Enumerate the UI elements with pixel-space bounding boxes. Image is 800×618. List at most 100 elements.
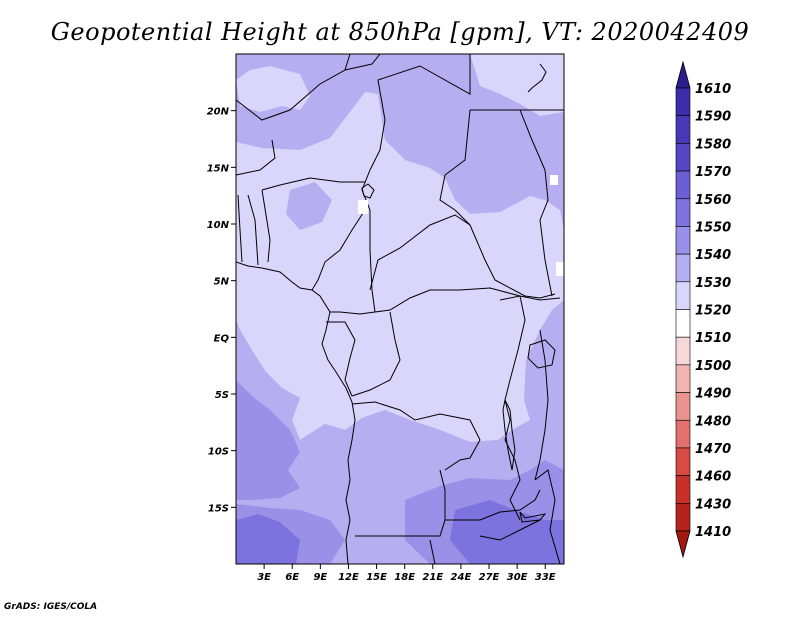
white-patch: [358, 200, 368, 214]
filled-contours: [236, 54, 564, 564]
lon-tick-label: 12E: [338, 572, 359, 583]
field-1530-west: [286, 182, 332, 230]
colorbar-label: 1500: [695, 359, 731, 374]
lon-tick-label: 24E: [451, 572, 472, 583]
colorbar-label: 1470: [695, 442, 731, 457]
colorbar-segment: [675, 447, 691, 476]
colorbar-top-triangle: [675, 60, 691, 89]
lat-tick-label: 20N: [207, 107, 230, 118]
colorbar-label: 1550: [695, 220, 731, 235]
border-togo: [247, 194, 259, 266]
chart-title: Geopotential Height at 850hPa [gpm], VT:…: [50, 18, 750, 46]
grads-credit: GrADS: IGES/COLA: [4, 602, 98, 612]
colorbar-label: 1520: [695, 304, 731, 319]
longitude-axis: 3E 6E 9E 12E 15E 18E 21E 24E 27E 30E 33E: [257, 564, 556, 583]
colorbar-segment: [675, 475, 691, 504]
field-1530-south: [236, 330, 540, 520]
field-1520-north-patch: [236, 66, 310, 112]
border-mali-burkina: [236, 139, 276, 176]
border-namibia-botswana: [429, 539, 436, 564]
border-south-sudan-uganda: [499, 295, 561, 301]
border-nigeria-cameroon: [311, 209, 366, 291]
lake-victoria: [527, 339, 556, 369]
plot-frame: [235, 53, 565, 565]
lake-malawi: [519, 511, 547, 523]
field-1540-south: [236, 380, 300, 500]
border-cameroon-car: [369, 210, 376, 313]
coast-red-sea: [527, 63, 547, 93]
lat-tick-label: 10N: [207, 220, 230, 231]
country-borders: [236, 54, 564, 564]
lat-tick-label: 5S: [215, 390, 229, 401]
colorbar-label: 1570: [695, 165, 731, 180]
border-zambia-south: [445, 489, 541, 521]
white-patch: [550, 175, 558, 185]
colorbar-segment: [675, 198, 691, 227]
lake-tanganyika: [502, 398, 516, 471]
coastline-west-africa: [236, 261, 356, 564]
border-car-north: [369, 214, 556, 299]
colorbar-segment: [675, 336, 691, 366]
colorbar: 1610 1590 1580 1570 1560 1550 1540 1530 1520 1510…: [675, 60, 731, 559]
colorbar-label: 1430: [695, 497, 731, 512]
colorbar-segment: [675, 309, 691, 338]
border-ethiopia: [539, 219, 553, 297]
colorbar-segment: [675, 392, 691, 421]
border-zimbabwe: [479, 519, 541, 541]
colorbar-segment: [675, 419, 691, 449]
lon-tick-label: 33E: [535, 572, 556, 583]
missing-data-patches: [358, 175, 564, 276]
field-1530-chad: [382, 72, 455, 152]
lat-tick-label: 10S: [208, 447, 229, 458]
border-niger-libya: [344, 54, 381, 71]
border-chad-libya: [377, 54, 471, 95]
colorbar-label: 1610: [695, 82, 731, 97]
lon-tick-label: 18E: [394, 572, 415, 583]
lon-tick-label: 3E: [257, 572, 271, 583]
lon-tick-label: 21E: [422, 572, 443, 583]
colorbar-segment: [675, 281, 691, 310]
border-mozambique: [534, 469, 561, 564]
colorbar-label: 1540: [695, 248, 731, 263]
colorbar-label: 1460: [695, 470, 731, 485]
field-1520-northeast: [470, 54, 564, 116]
colorbar-label: 1590: [695, 110, 731, 125]
field-1550-southwest: [236, 514, 300, 564]
lat-tick-label: 5N: [214, 277, 230, 288]
border-niger-nigeria: [261, 177, 365, 191]
colorbar-label: 1510: [695, 331, 731, 346]
colorbar-segment: [675, 170, 691, 200]
border-cameroon-south: [330, 287, 521, 315]
colorbar-segment: [675, 87, 691, 116]
colorbar-label: 1410: [695, 525, 731, 540]
colorbar-bottom-triangle: [675, 530, 691, 559]
colorbar-segment: [675, 115, 691, 144]
border-ghana: [237, 194, 243, 263]
lat-tick-label: 15N: [207, 163, 230, 174]
lon-tick-label: 9E: [313, 572, 327, 583]
colorbar-label: 1490: [695, 387, 731, 402]
colorbar-label: 1480: [695, 414, 731, 429]
border-drc-angola: [351, 401, 481, 471]
border-sudan-east: [519, 109, 549, 221]
border-congo-drc: [351, 311, 401, 397]
lon-tick-label: 30E: [507, 572, 528, 583]
latitude-axis: 20N 15N 10N 5N EQ 5S 10S 15S: [207, 107, 236, 514]
border-chad-sudan: [439, 109, 471, 226]
colorbar-segment: [675, 143, 691, 172]
lon-tick-label: 15E: [366, 572, 387, 583]
lake-chad: [361, 183, 375, 199]
colorbar-segment: [675, 253, 691, 283]
field-1530-sudan: [450, 142, 540, 200]
colorbar-segment: [675, 226, 691, 255]
colorbar-segment: [675, 503, 691, 532]
colorbar-label: 1560: [695, 193, 731, 208]
border-gabon-congo: [326, 321, 356, 397]
colorbar-segment: [675, 364, 691, 393]
colorbar-label: 1580: [695, 137, 731, 152]
white-patch: [556, 262, 564, 276]
border-benin-nigeria: [261, 189, 271, 263]
lon-tick-label: 6E: [285, 572, 299, 583]
border-drc-east: [504, 295, 526, 521]
